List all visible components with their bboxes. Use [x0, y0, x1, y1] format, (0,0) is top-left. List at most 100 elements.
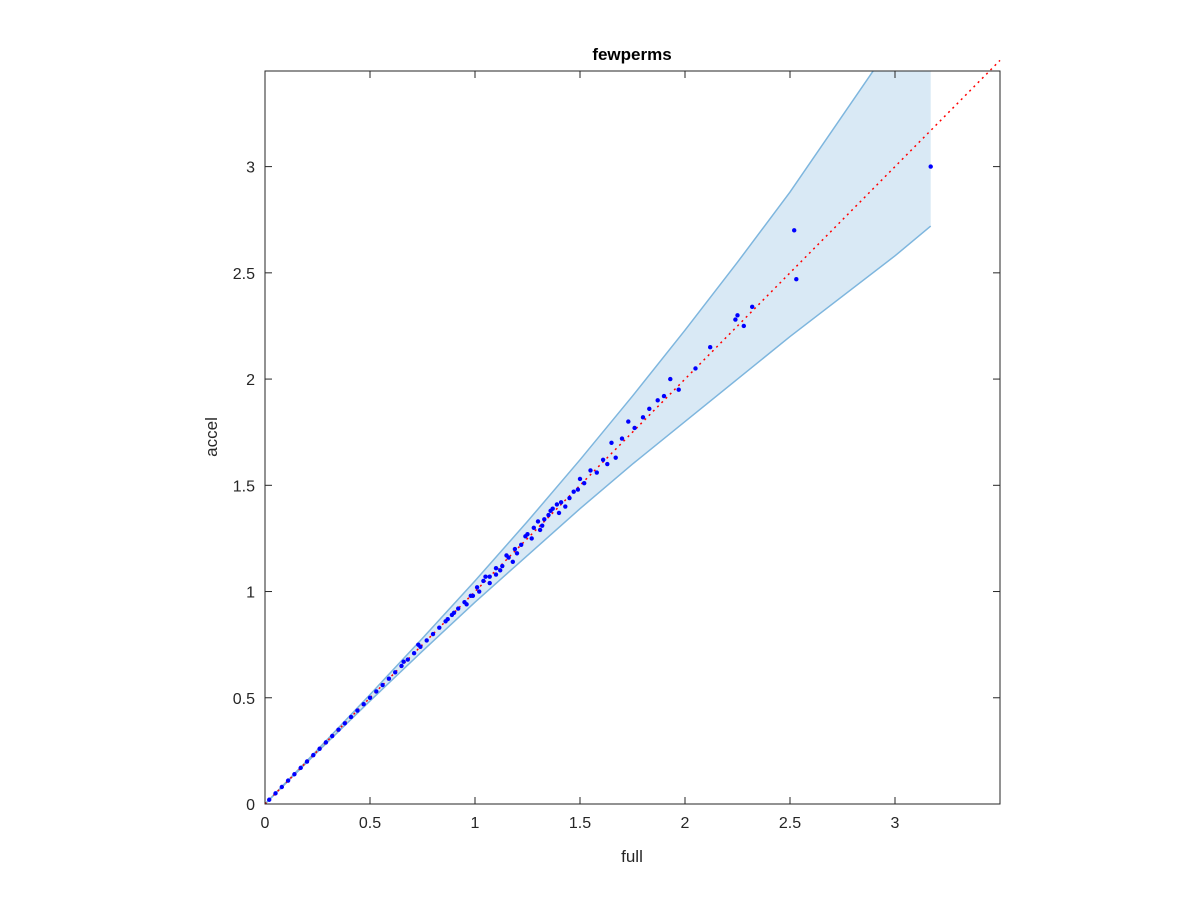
data-point: [676, 387, 681, 392]
data-point: [741, 323, 746, 329]
data-point: [575, 487, 581, 492]
y-tick-label: 3: [246, 160, 255, 177]
y-tick-label: 0: [246, 797, 255, 814]
data-point: [279, 784, 284, 790]
data-point: [342, 721, 347, 726]
data-point: [504, 553, 509, 558]
data-point: [512, 546, 518, 552]
data-point: [380, 682, 385, 688]
x-tick-label: 3: [891, 815, 900, 832]
data-point: [430, 631, 436, 637]
data-point: [298, 765, 303, 771]
data-point: [626, 419, 631, 424]
data-point: [437, 625, 442, 630]
data-point: [304, 759, 310, 764]
data-point: [424, 638, 429, 643]
data-point: [285, 778, 291, 783]
x-tick-label: 0.5: [359, 815, 381, 832]
data-point: [546, 512, 551, 518]
data-point: [393, 670, 398, 675]
data-point: [556, 510, 562, 516]
data-point: [594, 470, 599, 475]
chart-title: fewperms: [592, 45, 671, 64]
data-point: [535, 519, 541, 524]
data-point: [540, 523, 545, 528]
data-point: [554, 502, 560, 507]
data-point: [493, 565, 499, 571]
data-point: [609, 440, 614, 446]
data-point: [474, 585, 480, 590]
data-point: [525, 531, 530, 537]
data-point: [582, 480, 587, 486]
data-point: [794, 277, 799, 282]
confidence-band: [265, 71, 931, 804]
data-point: [273, 791, 278, 796]
data-point: [733, 317, 738, 322]
data-point: [323, 740, 329, 745]
data-point: [317, 746, 322, 751]
data-point: [735, 313, 740, 318]
data-point: [668, 376, 673, 382]
data-point: [267, 797, 272, 802]
plot-clip-group: [265, 71, 932, 804]
y-axis-label: accel: [202, 417, 221, 457]
axes-box: [264, 70, 1001, 805]
data-point: [529, 536, 534, 541]
band-lower-edge: [265, 225, 932, 804]
data-point: [487, 580, 492, 586]
data-point: [647, 406, 652, 412]
data-point: [537, 527, 543, 533]
data-point: [493, 572, 499, 577]
data-point: [655, 398, 660, 403]
data-point: [510, 559, 515, 564]
x-tick-label: 2: [681, 815, 690, 832]
data-point: [708, 345, 713, 350]
data-point: [451, 610, 457, 615]
data-point: [487, 574, 492, 579]
data-point: [399, 663, 404, 669]
data-point: [693, 366, 698, 371]
data-point: [445, 616, 450, 622]
y-tick-label: 2: [246, 372, 255, 389]
band-upper-edge: [265, 71, 875, 804]
data-point: [577, 476, 583, 482]
data-point: [632, 425, 637, 431]
data-point: [588, 468, 593, 473]
x-tick-label: 2.5: [779, 815, 801, 832]
data-point: [498, 568, 503, 573]
data-point: [750, 304, 755, 310]
data-point: [336, 727, 341, 732]
data-point: [563, 504, 568, 509]
data-point: [374, 689, 379, 694]
y-tick-label: 1.5: [233, 478, 255, 495]
y-tick-label: 2.5: [233, 266, 255, 283]
data-point: [405, 657, 410, 662]
data-point: [456, 606, 461, 611]
data-point: [514, 551, 520, 556]
data-point: [500, 563, 505, 569]
data-point: [292, 772, 297, 777]
data-point: [542, 517, 547, 522]
x-tick-label: 0: [261, 815, 270, 832]
data-point: [361, 701, 366, 707]
data-point: [330, 733, 335, 739]
data-point: [367, 695, 373, 700]
data-point: [548, 508, 553, 513]
data-point: [470, 593, 476, 598]
x-tick-label: 1: [471, 815, 480, 832]
data-point: [519, 542, 524, 547]
data-point: [401, 659, 406, 664]
data-point: [558, 500, 564, 505]
data-point: [661, 393, 667, 399]
data-point: [605, 461, 610, 467]
data-point: [640, 415, 646, 420]
y-tick-label: 1: [246, 585, 255, 602]
data-point: [464, 602, 469, 607]
data-point: [416, 642, 421, 647]
data-point: [483, 574, 488, 579]
data-point: [567, 495, 572, 501]
data-point: [619, 436, 625, 441]
data-point: [411, 650, 417, 656]
data-point: [311, 752, 316, 758]
